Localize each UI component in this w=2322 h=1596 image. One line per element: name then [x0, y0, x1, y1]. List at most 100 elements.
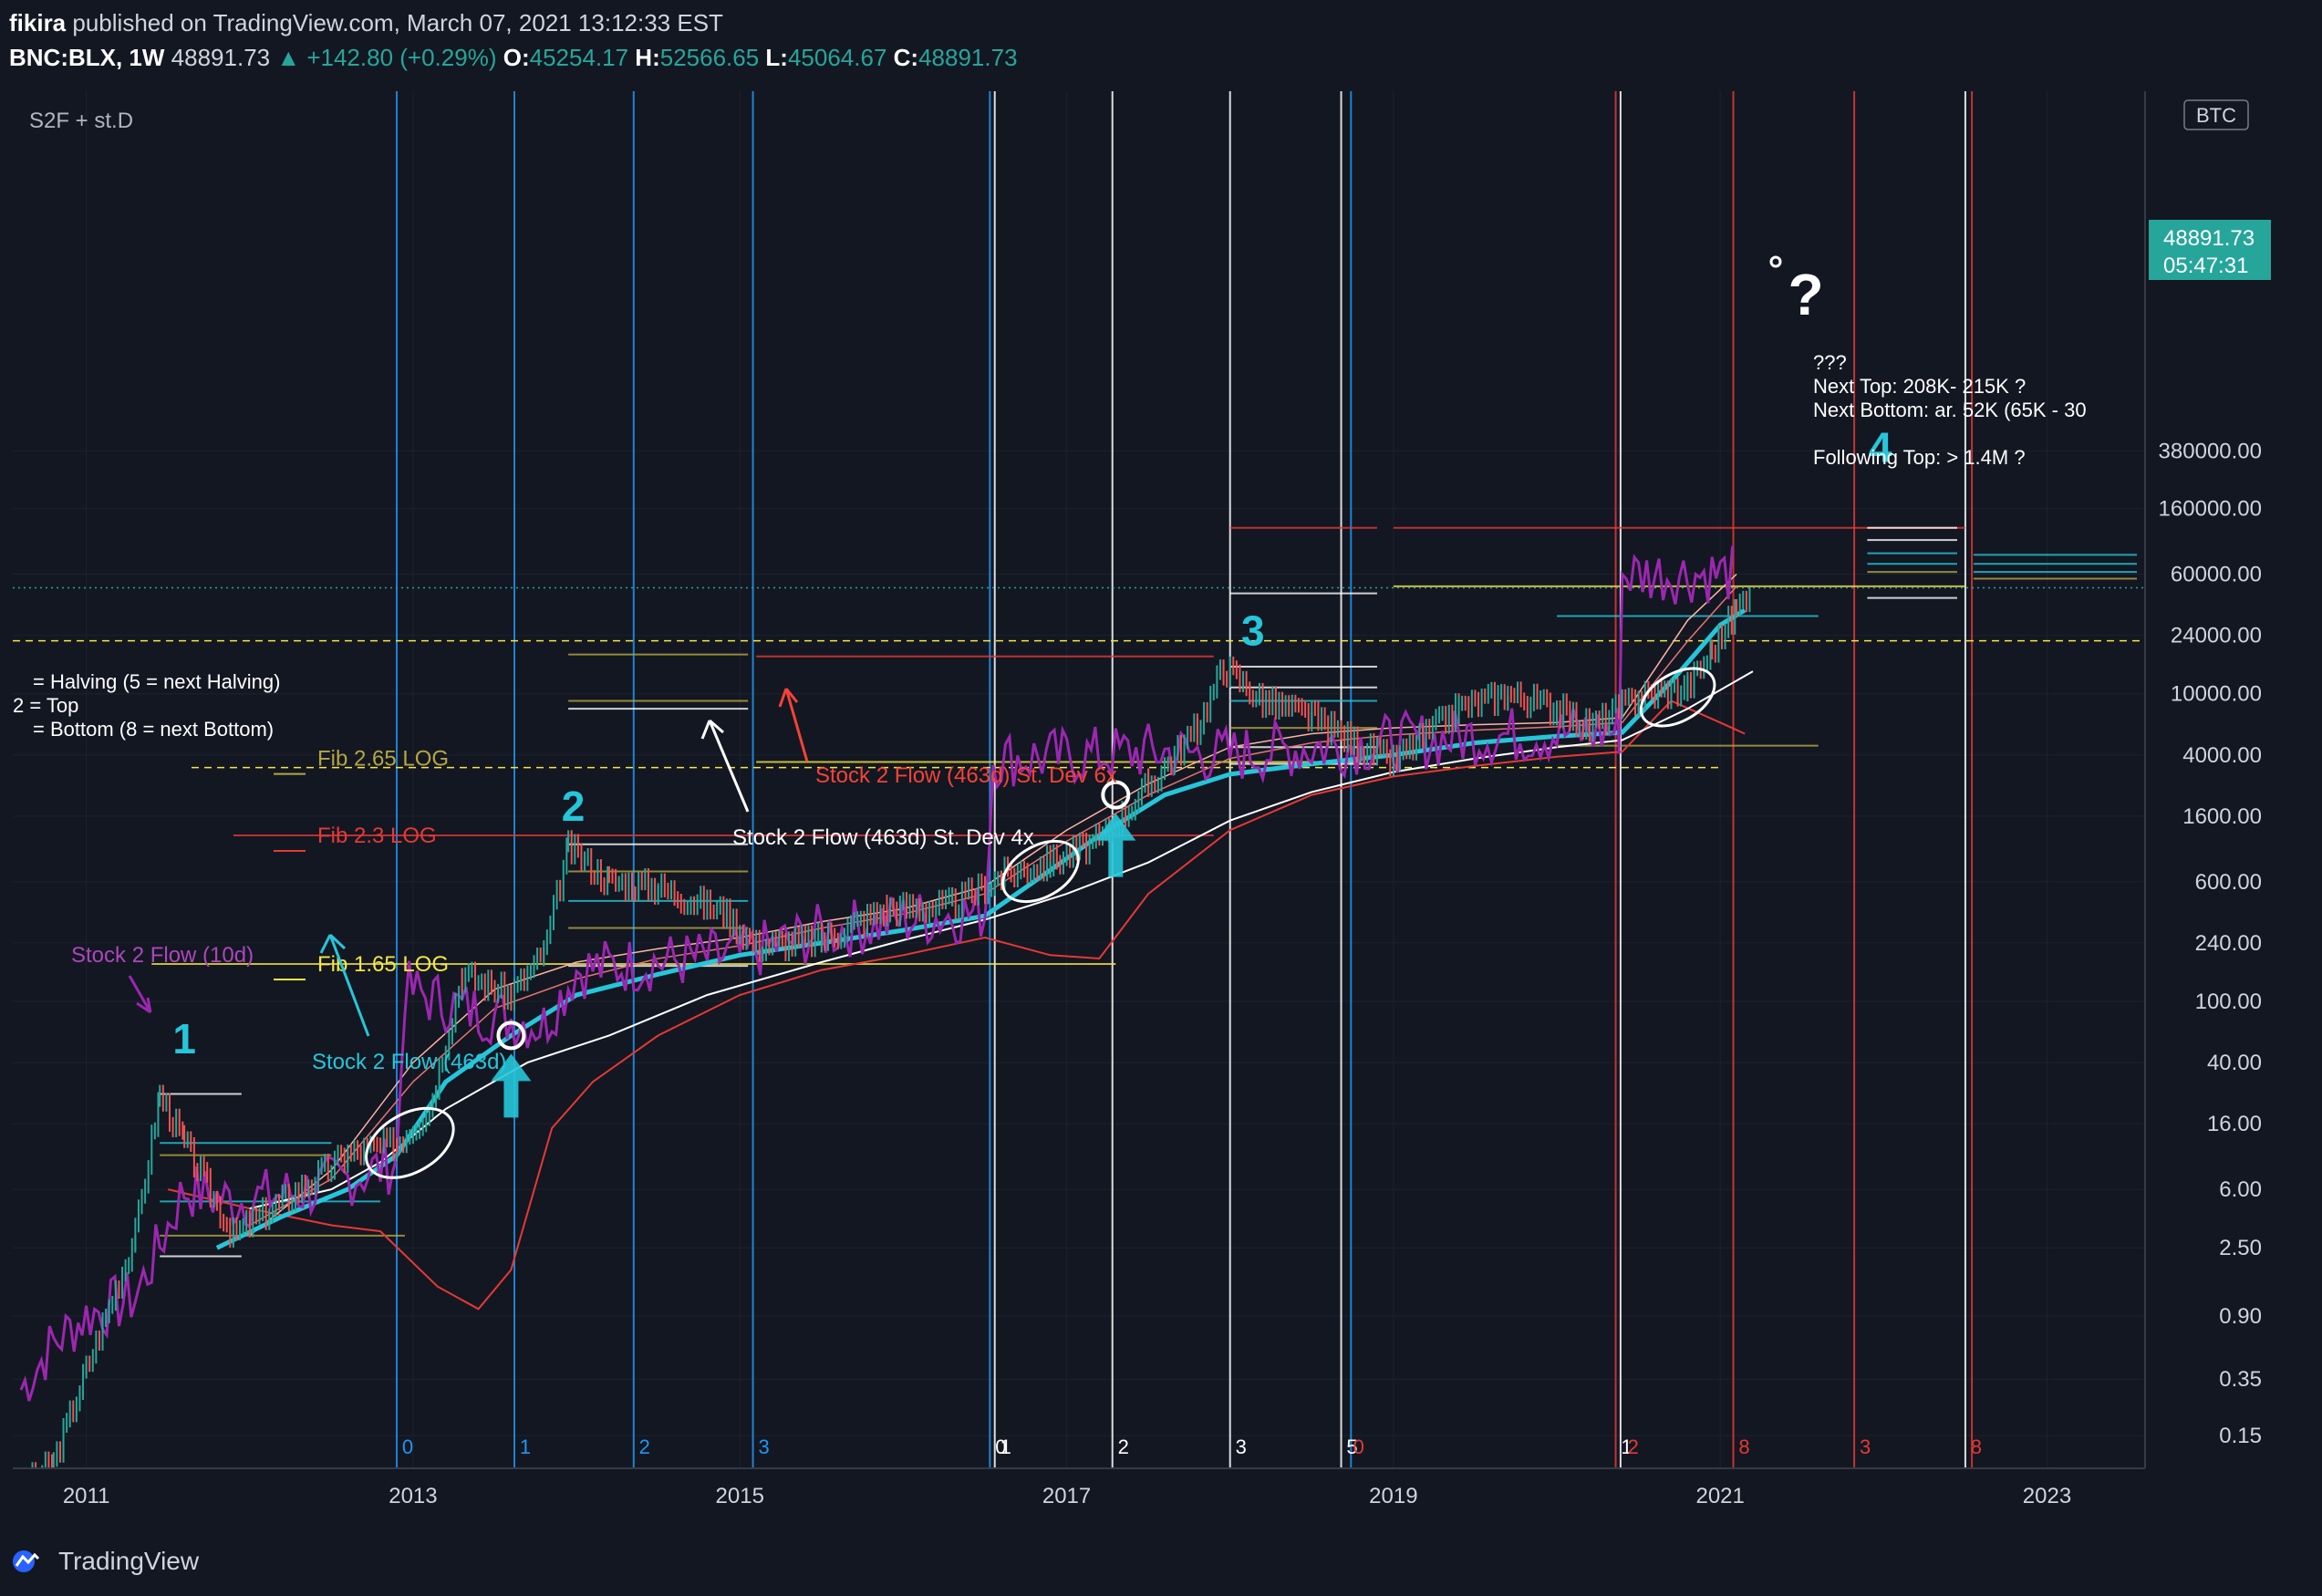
pointer-arrow — [319, 933, 370, 1037]
cycle-number-label: 2 — [1628, 1435, 1639, 1458]
y-tick-label: 60000.00 — [2171, 563, 2262, 587]
s2f-463d-label: Stock 2 Flow (463d) — [312, 1050, 506, 1074]
y-tick-label: 24000.00 — [2171, 624, 2262, 648]
time-axis[interactable]: 2011 2013 2015 2017 2019 2021 2023 — [63, 1484, 2071, 1508]
y-tick-label: 600.00 — [2195, 870, 2262, 895]
up-arrow-icon — [1095, 813, 1136, 877]
cycle-vertical-lines — [396, 91, 1974, 1468]
x-tick-label: 2023 — [2023, 1484, 2071, 1508]
fib-label: Fib 2.3 LOG — [317, 824, 437, 848]
cycle-top-label: 1 — [172, 1015, 196, 1062]
forecast-line: Next Bottom: ar. 52K (65K - 30 — [1813, 399, 2087, 421]
close-label: C: — [893, 44, 919, 71]
forecast-line: Following Top: > 1.4M ? — [1813, 446, 2026, 469]
price-change: +142.80 (+0.29%) — [306, 44, 497, 71]
y-tick-label: 0.15 — [2219, 1424, 2262, 1448]
legend-top-text: 2 = Top — [13, 694, 78, 717]
last-price-badge — [2149, 220, 2271, 280]
y-tick-label: 380000.00 — [2159, 439, 2262, 463]
tradingview-logo-icon — [13, 1550, 40, 1572]
publish-line: fikira published on TradingView.com, Mar… — [9, 9, 723, 37]
pointer-arrow — [700, 719, 750, 813]
cycle-top-label: 4 — [1869, 424, 1892, 472]
high-value: 52566.65 — [659, 44, 760, 71]
ohlc-line: BNC:BLX, 1W 48891.73 ▲ +142.80 (+0.29%) … — [9, 44, 1018, 72]
crossing-highlight-circle — [365, 1106, 455, 1179]
cycle-number-label: 0 — [402, 1435, 413, 1458]
s2f-std6-label: Stock 2 Flow (463d) St. Dev 6x — [815, 763, 1117, 788]
x-tick-label: 2015 — [716, 1484, 764, 1508]
x-tick-label: 2021 — [1695, 1484, 1744, 1508]
crossing-highlight-circle — [1639, 667, 1716, 728]
y-tick-label: 1600.00 — [2182, 804, 2262, 829]
y-tick-label: 10000.00 — [2171, 682, 2262, 707]
forecast-line: ??? — [1813, 351, 1847, 374]
cycle-number-label: 8 — [1971, 1435, 1982, 1458]
y-tick-label: 160000.00 — [2159, 497, 2262, 522]
close-value: 48891.73 — [918, 44, 1018, 71]
bottom-marker-circle — [496, 1021, 526, 1051]
cycle-number-label: 2 — [639, 1435, 650, 1458]
y-tick-label: 0.90 — [2219, 1304, 2262, 1329]
countdown-badge-text: 05:47:31 — [2163, 254, 2248, 278]
forecast-line: Next Top: 208K- 215K ? — [1813, 375, 2026, 398]
currency-badge-text: BTC — [2196, 104, 2236, 127]
currency-badge — [2183, 99, 2249, 130]
cycle-number-label: 8 — [1738, 1435, 1749, 1458]
tradingview-logo[interactable]: TradingView — [11, 1541, 199, 1581]
s2f-std4-label: Stock 2 Flow (463d) St. Dev 4x — [732, 825, 1034, 850]
y-tick-label: 4000.00 — [2182, 743, 2262, 768]
series-layer — [19, 545, 1754, 1468]
plot-area[interactable] — [13, 91, 2145, 1468]
x-tick-label: 2011 — [63, 1484, 110, 1508]
y-tick-label: 2.50 — [2219, 1236, 2262, 1260]
cycle-number-label: 5 — [1346, 1435, 1357, 1458]
low-label: L: — [765, 44, 788, 71]
x-tick-label: 2013 — [389, 1484, 437, 1508]
x-tick-label: 2017 — [1042, 1484, 1091, 1508]
forecast-question-mark: ? — [1788, 262, 1823, 327]
cycle-number-label: 2 — [1118, 1435, 1129, 1458]
up-arrow-icon: ▲ — [276, 44, 301, 71]
y-tick-label: 100.00 — [2195, 990, 2262, 1014]
s2f-463d-line — [215, 607, 1747, 1250]
pointer-arrow — [778, 688, 809, 762]
cycle-number-label: 1 — [520, 1435, 531, 1458]
legend-bottom-text: = Bottom (8 = next Bottom) — [33, 718, 274, 741]
high-label: H: — [635, 44, 660, 71]
open-label: O: — [503, 44, 530, 71]
std-dev-6x-line — [167, 700, 1746, 1311]
pointer-arrow — [128, 975, 152, 1014]
indicator-name[interactable]: S2F + st.D — [29, 109, 133, 133]
y-tick-label: 16.00 — [2207, 1112, 2262, 1136]
last-price: 48891.73 — [171, 44, 271, 71]
open-value: 45254.17 — [529, 44, 629, 71]
y-tick-label: 0.35 — [2219, 1367, 2262, 1392]
s2f-10d-line — [19, 545, 1735, 1402]
cycle-number-label: 0 — [1353, 1435, 1364, 1458]
tradingview-brand: TradingView — [58, 1547, 200, 1575]
cycle-number-label: 0 — [995, 1435, 1006, 1458]
current-marker-circle — [1769, 255, 1782, 268]
cycle-top-label: 3 — [1241, 607, 1265, 655]
symbol-label[interactable]: BNC:BLX, 1W — [9, 44, 165, 71]
cycle-number-label: 3 — [758, 1435, 769, 1458]
low-value: 45064.67 — [787, 44, 887, 71]
chart-header: fikira published on TradingView.com, Mar… — [0, 0, 2322, 91]
y-tick-label: 240.00 — [2195, 931, 2262, 956]
author-name[interactable]: fikira — [9, 9, 67, 36]
last-price-badge-text: 48891.73 — [2163, 226, 2255, 251]
price-axis[interactable]: 380000.00 160000.00 60000.00 24000.00 10000.… — [2159, 439, 2262, 1448]
bottom-marker-circle — [1101, 780, 1131, 810]
cycle-number-label: 3 — [1236, 1435, 1247, 1458]
cycle-number-label: 1 — [1000, 1435, 1011, 1458]
cycle-number-label: 1 — [1621, 1435, 1632, 1458]
y-tick-label: 6.00 — [2219, 1177, 2262, 1202]
up-arrow-icon — [491, 1053, 532, 1118]
x-tick-label: 2019 — [1369, 1484, 1417, 1508]
publish-info: published on TradingView.com, March 07, … — [72, 9, 723, 36]
legend-halving-text: = Halving (5 = next Halving) — [33, 670, 280, 693]
cycle-top-label: 2 — [562, 782, 586, 830]
